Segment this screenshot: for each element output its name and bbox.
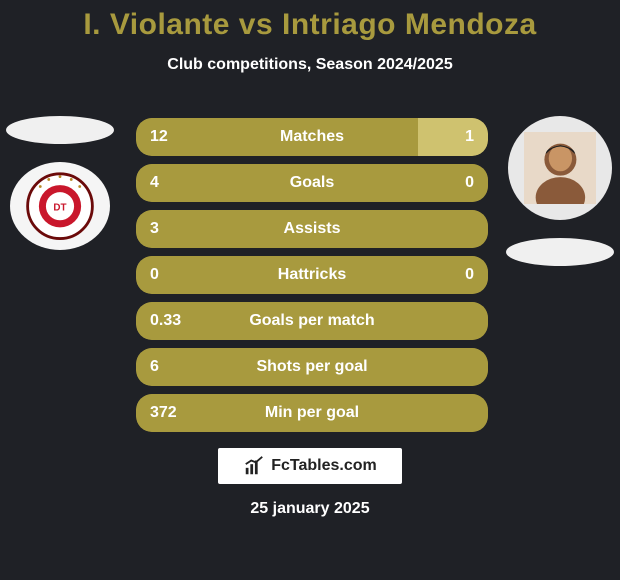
stat-value-left: 372 [150, 404, 177, 422]
svg-text:DT: DT [53, 202, 66, 213]
stat-bar: 372 Min per goal [136, 394, 488, 432]
brand-text: FcTables.com [271, 457, 377, 475]
infographic-container: I. Violante vs Intriago Mendoza Club com… [0, 0, 620, 580]
stat-label: Goals per match [249, 312, 374, 330]
stat-label: Shots per goal [256, 358, 367, 376]
country-flag-left [6, 116, 114, 144]
stat-value-right: 1 [465, 128, 474, 146]
stat-bar: 0.33 Goals per match [136, 302, 488, 340]
left-player-column: DT [0, 116, 120, 250]
stat-value-left: 3 [150, 220, 159, 238]
stat-label: Matches [280, 128, 344, 146]
stat-label: Min per goal [265, 404, 359, 422]
stat-bar: 6 Shots per goal [136, 348, 488, 386]
subtitle: Club competitions, Season 2024/2025 [0, 56, 620, 74]
stat-label: Goals [290, 174, 334, 192]
bar-fill-right [418, 118, 488, 156]
country-flag-right [506, 238, 614, 266]
stat-bars: 12 1 Matches 4 0 Goals 3 Assists 0 0 Hattricks 0.33… [136, 118, 488, 432]
stat-value-left: 0.33 [150, 312, 181, 330]
stat-value-left: 12 [150, 128, 168, 146]
player-avatar-right [508, 116, 612, 220]
stat-bar: 4 0 Goals [136, 164, 488, 202]
stat-label: Hattricks [278, 266, 346, 284]
stat-bar: 3 Assists [136, 210, 488, 248]
stat-value-right: 0 [465, 266, 474, 284]
right-player-column [500, 116, 620, 266]
person-icon [524, 132, 597, 205]
page-title: I. Violante vs Intriago Mendoza [0, 8, 620, 42]
stat-value-left: 6 [150, 358, 159, 376]
club-crest-icon: DT [20, 171, 100, 241]
club-badge-left: DT [10, 162, 110, 250]
stat-label: Assists [284, 220, 341, 238]
stat-value-left: 0 [150, 266, 159, 284]
bar-fill-left [136, 118, 418, 156]
stat-bar: 0 0 Hattricks [136, 256, 488, 294]
chart-icon [243, 455, 265, 477]
stat-value-right: 0 [465, 174, 474, 192]
brand-badge: FcTables.com [218, 448, 402, 484]
stat-bar: 12 1 Matches [136, 118, 488, 156]
footer-date: 25 january 2025 [250, 500, 369, 518]
stat-value-left: 4 [150, 174, 159, 192]
